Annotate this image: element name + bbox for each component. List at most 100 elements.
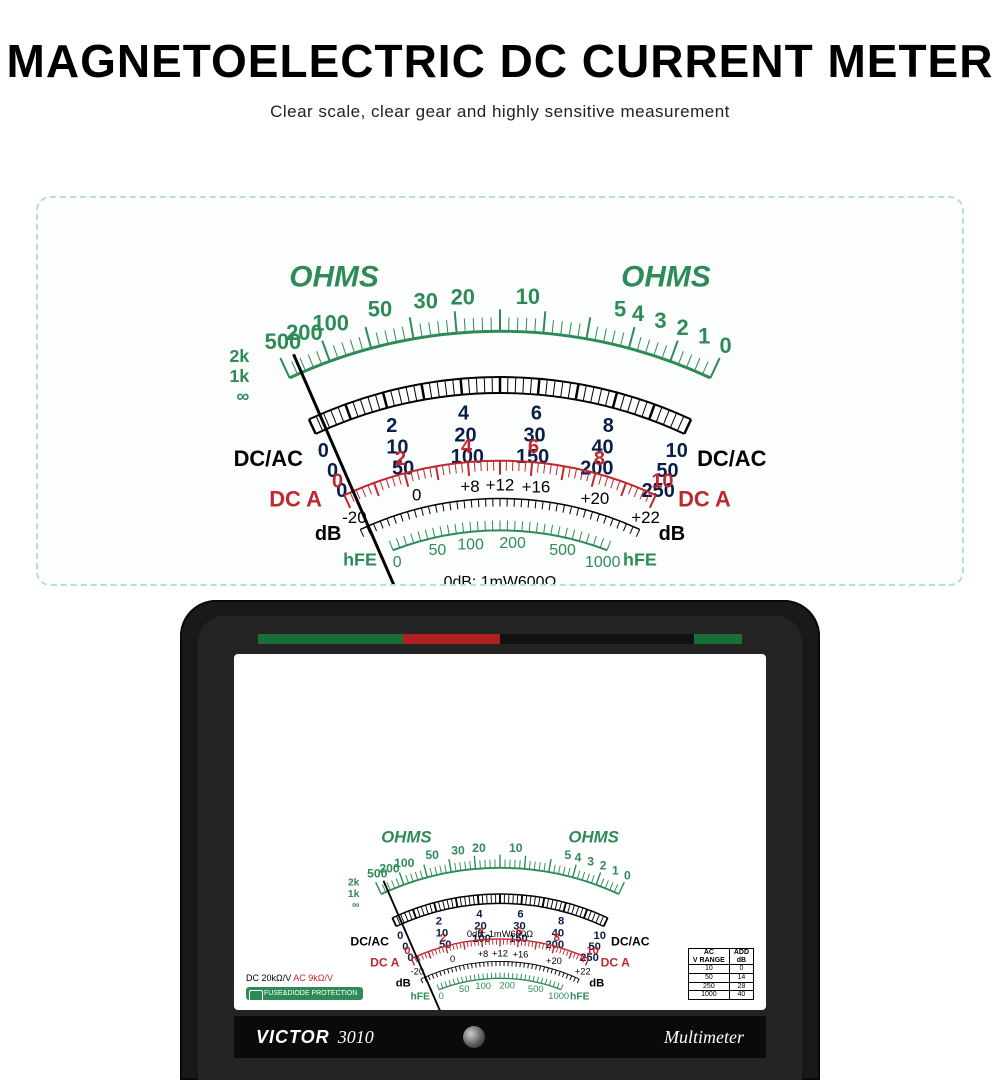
svg-text:2: 2 xyxy=(600,859,607,873)
svg-text:0: 0 xyxy=(450,954,455,964)
svg-text:∞: ∞ xyxy=(352,900,359,911)
svg-text:100: 100 xyxy=(312,311,349,336)
svg-text:OHMS: OHMS xyxy=(381,827,432,846)
svg-text:OHMS: OHMS xyxy=(621,260,711,293)
svg-text:100: 100 xyxy=(475,981,491,991)
svg-text:hFE: hFE xyxy=(343,550,377,570)
svg-text:8: 8 xyxy=(594,448,605,470)
protection-badge: FUSE&DIODE PROTECTION xyxy=(246,987,363,1000)
svg-text:200: 200 xyxy=(499,535,526,552)
svg-text:5: 5 xyxy=(614,297,626,322)
svg-text:4: 4 xyxy=(458,402,469,424)
svg-text:2: 2 xyxy=(386,415,397,437)
svg-text:100: 100 xyxy=(457,536,484,553)
svg-text:50: 50 xyxy=(459,984,469,994)
svg-text:50: 50 xyxy=(368,297,392,322)
svg-text:8: 8 xyxy=(603,415,614,437)
svg-text:dB: dB xyxy=(659,523,686,545)
svg-text:0: 0 xyxy=(624,869,631,883)
svg-text:2k: 2k xyxy=(229,346,249,366)
screen-scale-svg: 50020010050302010543210OHMSOHMS2k1k∞0246… xyxy=(234,654,766,1010)
svg-text:4: 4 xyxy=(575,851,582,865)
svg-text:4: 4 xyxy=(632,301,645,326)
svg-text:2: 2 xyxy=(676,315,688,340)
svg-text:DC/AC: DC/AC xyxy=(234,446,304,471)
svg-text:0: 0 xyxy=(332,471,343,493)
svg-text:hFE: hFE xyxy=(570,991,590,1002)
svg-text:20: 20 xyxy=(451,284,475,309)
svg-text:6: 6 xyxy=(531,402,542,424)
page-subtitle: Clear scale, clear gear and highly sensi… xyxy=(0,102,1000,122)
svg-text:6: 6 xyxy=(517,909,523,921)
svg-text:+20: +20 xyxy=(581,489,610,508)
svg-text:dB: dB xyxy=(589,977,604,989)
page-title: MAGNETOELECTRIC DC CURRENT METER xyxy=(0,34,1000,88)
device-label-bar: VICTOR 3010 Multimeter xyxy=(234,1016,766,1058)
svg-text:∞: ∞ xyxy=(237,386,250,406)
sensitivity-dc: DC 20kΩ/V xyxy=(246,973,291,983)
svg-text:4: 4 xyxy=(461,436,472,458)
svg-text:2k: 2k xyxy=(348,878,360,889)
svg-text:200: 200 xyxy=(499,980,515,990)
svg-text:+16: +16 xyxy=(513,949,529,959)
svg-text:30: 30 xyxy=(414,288,438,313)
svg-text:+8: +8 xyxy=(460,477,479,496)
svg-text:10: 10 xyxy=(516,284,540,309)
svg-text:+20: +20 xyxy=(546,956,562,966)
svg-text:2: 2 xyxy=(395,448,406,470)
svg-text:1k: 1k xyxy=(348,889,360,900)
svg-text:8: 8 xyxy=(554,932,560,944)
acv-range-table: ACV RANGEADDdB100501425028100040 xyxy=(688,948,754,1000)
svg-text:10: 10 xyxy=(651,471,673,493)
svg-text:DC A: DC A xyxy=(601,955,630,969)
svg-text:20: 20 xyxy=(472,841,486,855)
multimeter-device: 50020010050302010543210OHMSOHMS2k1k∞0246… xyxy=(180,600,820,1080)
svg-text:0dB: 1mW600Ω: 0dB: 1mW600Ω xyxy=(444,574,557,586)
svg-text:10: 10 xyxy=(666,440,688,462)
sensitivity-block: DC 20kΩ/V AC 9kΩ/V FUSE&DIODE PROTECTION xyxy=(246,973,363,1000)
svg-text:+16: +16 xyxy=(522,477,551,496)
svg-text:+12: +12 xyxy=(486,476,515,495)
svg-text:+22: +22 xyxy=(575,967,591,977)
svg-text:0: 0 xyxy=(412,486,421,505)
svg-text:0: 0 xyxy=(404,945,410,957)
svg-text:DC A: DC A xyxy=(678,486,731,511)
svg-text:+12: +12 xyxy=(492,948,508,958)
svg-text:+22: +22 xyxy=(631,508,660,527)
meter-scale-svg: 50020010050302010543210OHMSOHMS2k1k∞0246… xyxy=(38,196,962,586)
svg-text:0: 0 xyxy=(393,554,402,571)
adjust-knob[interactable] xyxy=(463,1026,485,1048)
brand-label: VICTOR xyxy=(256,1027,330,1048)
svg-text:3: 3 xyxy=(587,854,594,868)
svg-text:8: 8 xyxy=(558,916,564,928)
svg-text:2: 2 xyxy=(436,916,442,928)
svg-text:hFE: hFE xyxy=(623,550,657,570)
svg-text:DC/AC: DC/AC xyxy=(611,935,650,949)
svg-text:1k: 1k xyxy=(229,366,249,386)
svg-text:OHMS: OHMS xyxy=(289,260,379,293)
device-screen: 50020010050302010543210OHMSOHMS2k1k∞0246… xyxy=(234,654,766,1010)
svg-text:DC A: DC A xyxy=(370,955,399,969)
svg-text:+8: +8 xyxy=(478,949,489,959)
svg-text:100: 100 xyxy=(394,856,415,870)
svg-text:3: 3 xyxy=(654,308,666,333)
sensitivity-ac: AC 9kΩ/V xyxy=(293,973,333,983)
device-color-strip xyxy=(258,634,742,644)
model-label: 3010 xyxy=(338,1027,374,1048)
svg-text:dB: dB xyxy=(396,977,411,989)
product-label: Multimeter xyxy=(664,1027,744,1048)
svg-text:0dB: 1mW600Ω: 0dB: 1mW600Ω xyxy=(467,929,533,939)
svg-text:4: 4 xyxy=(476,909,483,921)
svg-text:DC A: DC A xyxy=(269,486,322,511)
device-bezel: 50020010050302010543210OHMSOHMS2k1k∞0246… xyxy=(198,616,802,1080)
svg-text:10: 10 xyxy=(509,841,523,855)
svg-text:hFE: hFE xyxy=(410,991,430,1002)
svg-text:500: 500 xyxy=(528,984,544,994)
svg-text:dB: dB xyxy=(315,523,342,545)
svg-text:2: 2 xyxy=(440,932,446,944)
svg-text:10: 10 xyxy=(586,945,598,957)
svg-text:1: 1 xyxy=(612,863,619,877)
svg-text:50: 50 xyxy=(429,542,447,559)
svg-text:500: 500 xyxy=(549,542,576,559)
svg-text:1: 1 xyxy=(698,324,710,349)
